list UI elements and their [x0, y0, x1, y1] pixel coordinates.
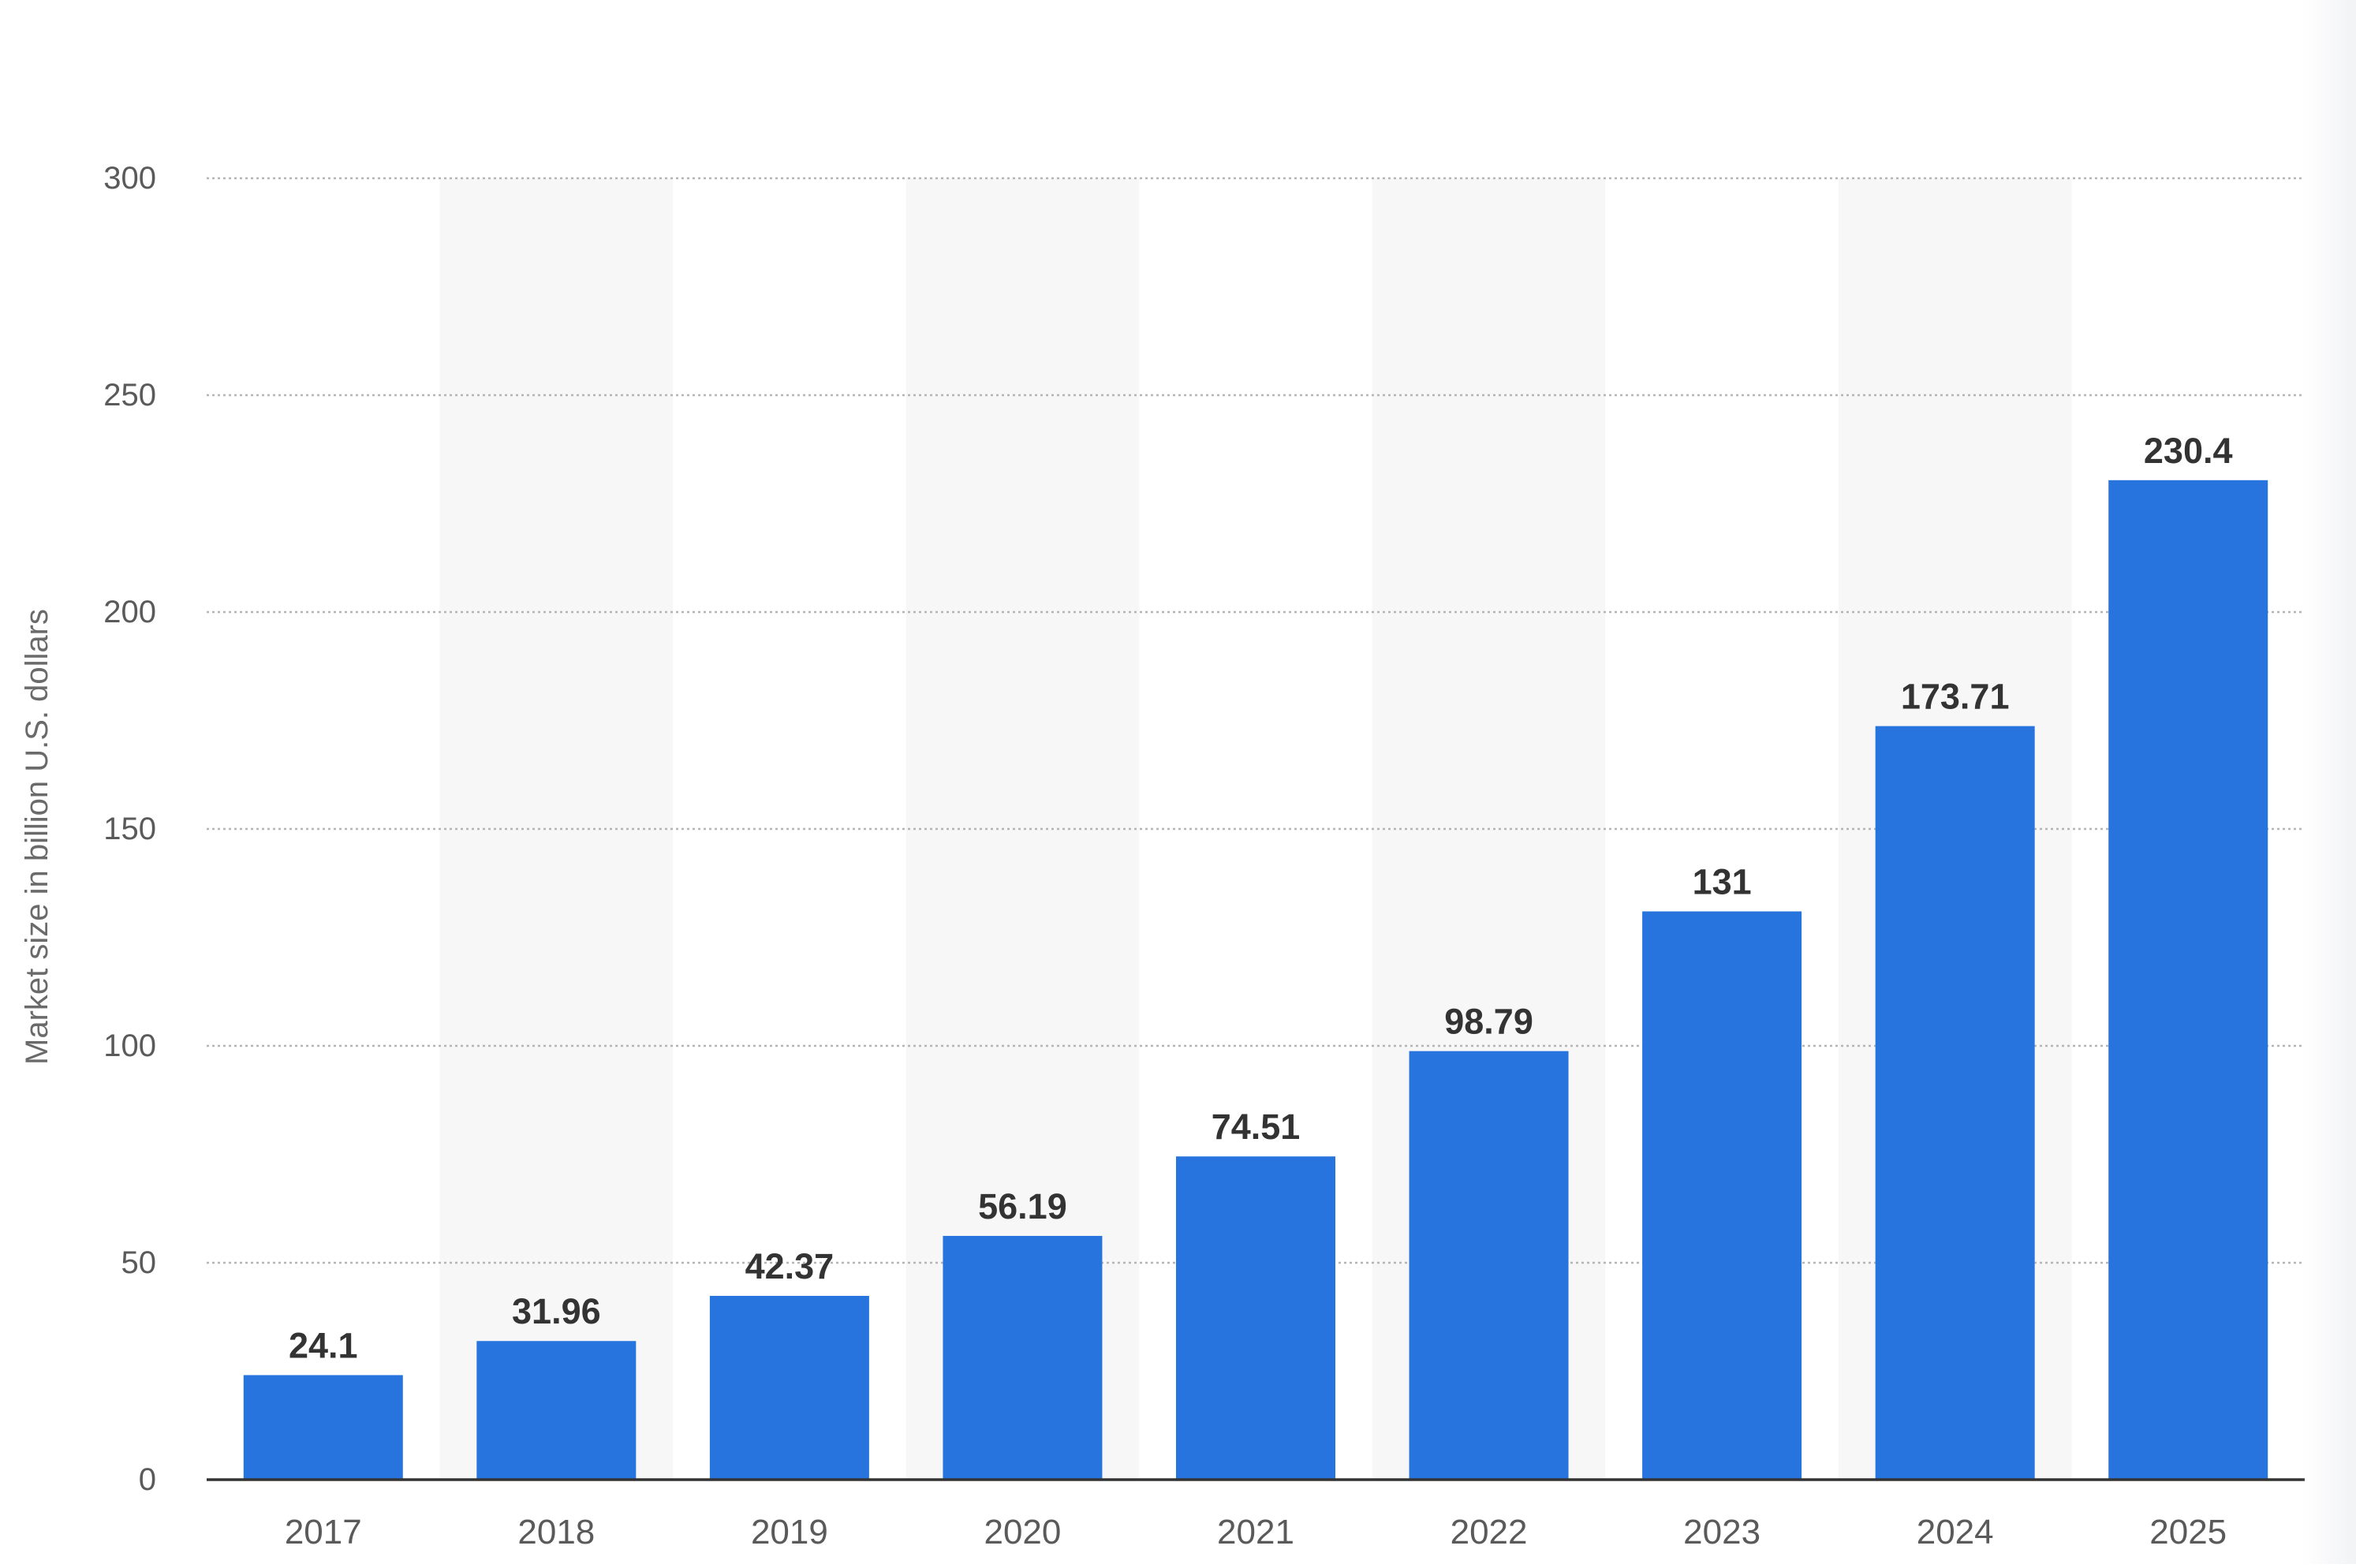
bar-2017[interactable]	[243, 1375, 403, 1480]
x-tick-label-2017: 2017	[285, 1513, 362, 1551]
y-tick-label-100: 100	[103, 1029, 156, 1063]
bar-2025[interactable]	[2108, 480, 2268, 1480]
x-tick-label-2025: 2025	[2149, 1513, 2227, 1551]
bar-2020[interactable]	[943, 1235, 1103, 1480]
x-tick-label-2019: 2019	[751, 1513, 828, 1551]
y-axis-ticks: 0 50 100 150 200 250 300	[103, 161, 156, 1497]
bar-2022[interactable]	[1409, 1051, 1569, 1480]
x-tick-label-2018: 2018	[517, 1513, 595, 1551]
x-tick-label-2022: 2022	[1451, 1513, 1528, 1551]
x-tick-label-2023: 2023	[1683, 1513, 1760, 1551]
y-tick-label-300: 300	[103, 161, 156, 196]
x-tick-label-2024: 2024	[1917, 1513, 1994, 1551]
data-label-2025: 230.4	[2144, 431, 2233, 471]
data-label-2024: 173.71	[1901, 677, 2010, 717]
right-edge-shadow	[2301, 0, 2356, 1564]
y-axis-label: Market size in billion U.S. dollars	[20, 609, 54, 1065]
data-label-2023: 131	[1693, 862, 1752, 902]
data-labels: 24.1 31.96 42.37 56.19 74.51 98.79 131 173.71 23…	[289, 431, 2233, 1366]
y-tick-label-250: 250	[103, 378, 156, 413]
bar-2021[interactable]	[1176, 1156, 1335, 1480]
y-tick-label-150: 150	[103, 812, 156, 846]
bar-2019[interactable]	[709, 1295, 869, 1480]
data-label-2017: 24.1	[289, 1325, 358, 1365]
data-label-2019: 42.37	[745, 1246, 834, 1286]
data-label-2018: 31.96	[512, 1291, 601, 1331]
x-tick-label-2021: 2021	[1217, 1513, 1294, 1551]
bar-2023[interactable]	[1642, 911, 1802, 1480]
y-tick-label-200: 200	[103, 595, 156, 629]
y-tick-label-0: 0	[139, 1462, 156, 1497]
data-label-2021: 74.51	[1212, 1107, 1301, 1147]
bar-2024[interactable]	[1875, 726, 2035, 1480]
x-tick-label-2020: 2020	[984, 1513, 1061, 1551]
bars	[243, 480, 2268, 1480]
data-label-2022: 98.79	[1444, 1002, 1533, 1042]
bar-2018[interactable]	[476, 1341, 637, 1480]
x-axis-ticks: 2017 2018 2019 2020 2021 2022 2023 2024 2025	[285, 1513, 2227, 1551]
y-tick-label-50: 50	[121, 1245, 157, 1280]
data-label-2020: 56.19	[978, 1186, 1067, 1226]
